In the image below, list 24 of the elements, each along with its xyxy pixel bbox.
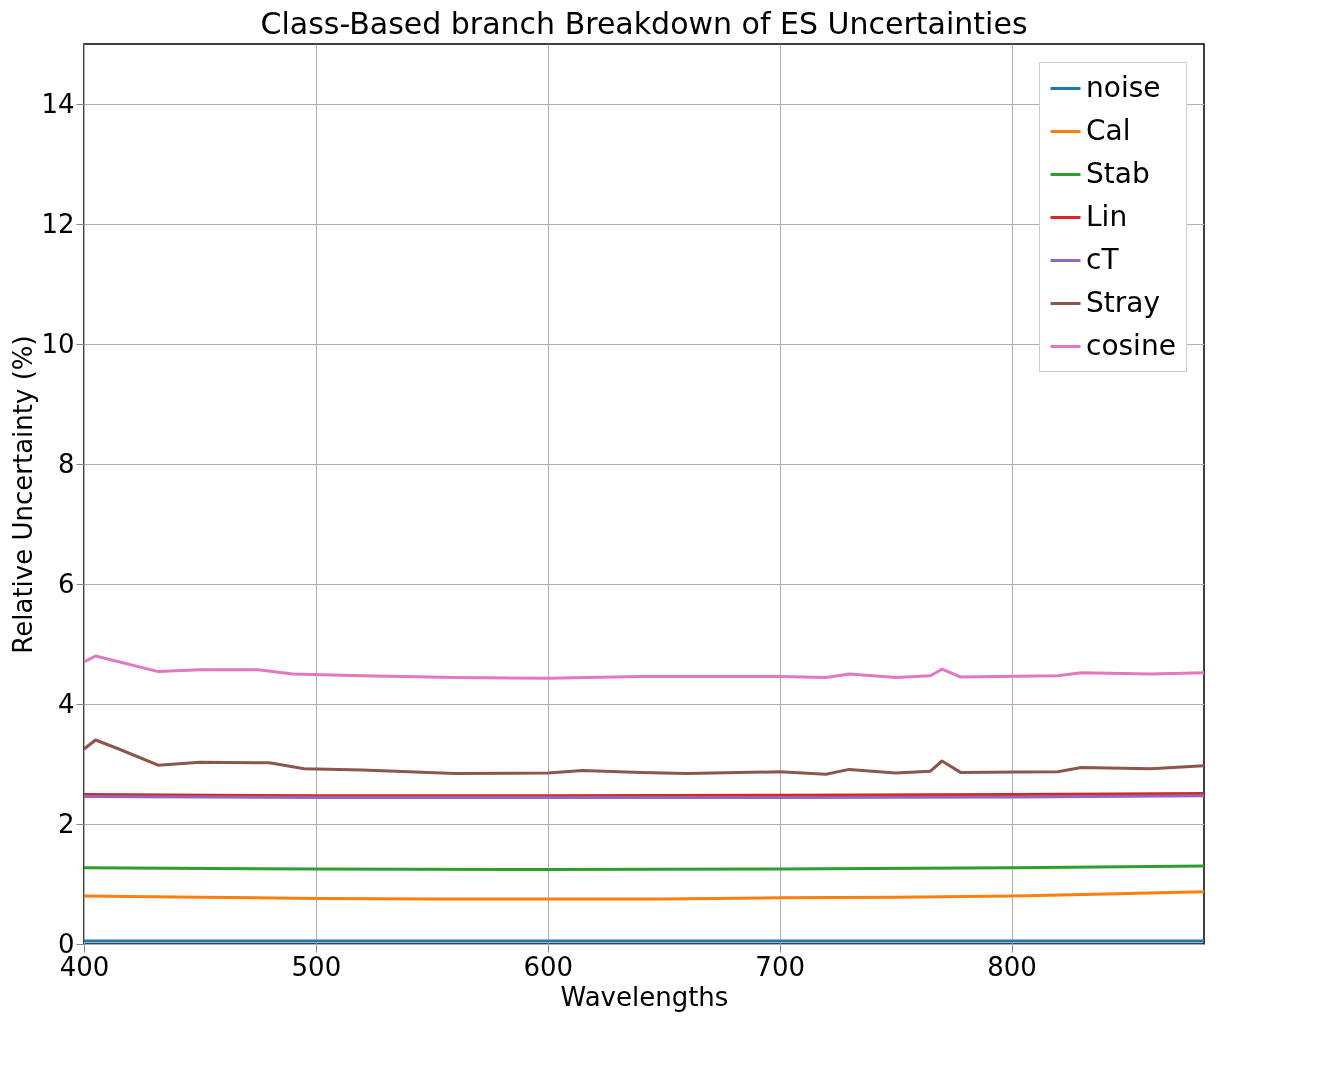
legend-label: Stray <box>1086 285 1160 319</box>
legend-label: Stab <box>1086 156 1150 190</box>
line-series <box>84 654 1204 680</box>
y-tick-label: 14 <box>41 88 75 119</box>
x-tick-label: 800 <box>987 951 1037 982</box>
legend-label: cT <box>1086 242 1120 276</box>
y-tick-label: 2 <box>57 808 75 839</box>
legend-label: noise <box>1086 70 1161 104</box>
x-tick-label: 600 <box>523 951 574 982</box>
y-axis-title: Relative Uncertainty (%) <box>8 335 39 654</box>
line-series <box>84 738 1204 776</box>
legend-label: Cal <box>1086 113 1131 147</box>
y-tick-label: 8 <box>57 448 75 479</box>
x-axis-title: Wavelengths <box>560 981 729 1012</box>
y-tick-label: 10 <box>41 328 75 359</box>
y-tick-label: 4 <box>57 688 75 719</box>
y-tick-label: 12 <box>41 208 75 239</box>
legend-label: Lin <box>1086 199 1128 233</box>
x-tick-label: 700 <box>755 951 805 982</box>
chart-title: Class-Based branch Breakdown of ES Uncertainties <box>260 6 1028 41</box>
x-tick-label: 500 <box>291 951 342 982</box>
legend-label: cosine <box>1086 328 1176 362</box>
line-series <box>84 890 1204 901</box>
y-tick-label: 6 <box>57 568 75 599</box>
